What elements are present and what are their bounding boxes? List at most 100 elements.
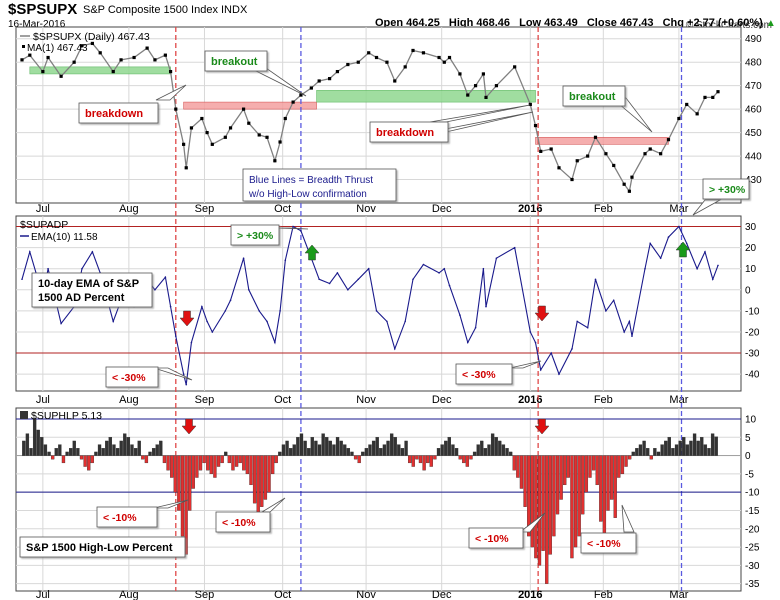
ema-legend-label: EMA(10) 11.58	[31, 232, 98, 243]
hl-bar-123	[465, 455, 470, 467]
ema-note-callout-box	[31, 272, 153, 308]
hl-bar-187	[696, 440, 700, 456]
hl-bar-158	[591, 455, 596, 471]
hl-bar-190	[707, 448, 711, 456]
minus30b-callout-box	[455, 363, 513, 385]
plus30a-callout-box	[230, 224, 280, 246]
hl-bar-130	[490, 433, 495, 456]
hl-bar-4	[36, 429, 40, 456]
price-point-14	[163, 53, 167, 57]
ema-point-33	[300, 229, 302, 232]
high-value: High 468.46	[448, 17, 511, 29]
chart-date: 16-Mar-2016	[8, 19, 66, 30]
x-label-2-2: Sep	[195, 589, 215, 600]
hl-bar-155	[581, 455, 585, 515]
hl-bar-62	[245, 455, 250, 475]
ema-point-27	[258, 310, 261, 312]
hl-bar-82	[317, 444, 322, 456]
breadth-y-tick-1: -30	[745, 349, 760, 360]
ema-point-41	[375, 310, 378, 312]
hl-bar-42	[173, 455, 177, 493]
hl-bar-34	[144, 455, 149, 464]
price-point-26	[247, 121, 251, 125]
hl-bar-106	[404, 440, 408, 456]
hl-bar-18	[87, 455, 91, 471]
breadth-y-tick-7: 30	[745, 222, 757, 233]
hl-bar-102	[389, 433, 394, 456]
hl-bar-36	[151, 448, 156, 456]
ema-point-25	[242, 257, 245, 259]
hl-bar-50	[202, 455, 206, 464]
hl-bar-181	[674, 444, 679, 456]
price-point-30	[278, 140, 282, 144]
ema-point-68	[623, 331, 625, 333]
hl-bar-78	[303, 440, 307, 456]
hl-y-tick-0: -35	[745, 579, 760, 590]
hl-bar-186	[692, 433, 697, 456]
hl-bar-72	[281, 444, 286, 456]
price-point-70	[630, 175, 634, 179]
ema-point-61	[558, 373, 560, 375]
hl-bar-97	[371, 440, 376, 456]
ema-point-46	[422, 263, 425, 266]
ema-point-36	[328, 282, 331, 285]
x-label-1-5: Dec	[432, 394, 452, 406]
ema-point-50	[459, 314, 461, 316]
hl-bar-33	[141, 455, 145, 460]
price-point-33	[299, 93, 303, 97]
hl-bar-23	[105, 440, 109, 456]
price-point-50	[458, 72, 462, 76]
x-label-1-8: Mar	[669, 394, 688, 406]
price-point-20	[200, 116, 204, 121]
hl-bar-105	[400, 448, 405, 456]
price-point-9	[111, 69, 115, 74]
hl-legend-label: $SUPHLP 5.13	[31, 410, 102, 422]
up-arrow-breadth-1	[304, 244, 320, 261]
price-point-77	[695, 112, 699, 116]
x-label-1-1: Aug	[119, 394, 139, 406]
hl-bar-183	[682, 437, 686, 456]
hl-bar-44	[180, 455, 185, 537]
hl-bar-145	[545, 455, 549, 584]
hl-y-tick-8: 5	[745, 433, 751, 444]
hl-bar-9	[54, 448, 58, 456]
breadth-y-tick-3: -10	[745, 306, 760, 317]
hl-bar-119	[451, 444, 455, 456]
hl-bar-84	[325, 437, 329, 456]
ema-point-38	[347, 288, 349, 291]
hl-bar-30	[130, 444, 134, 456]
ema-point-28	[266, 320, 268, 323]
hl-bar-172	[642, 440, 646, 456]
hl-bar-152	[570, 455, 574, 559]
ema-point-20	[201, 305, 203, 308]
hl-bar-148	[555, 455, 560, 515]
price-point-13	[153, 58, 157, 62]
hl-bar-20	[94, 451, 98, 456]
hl-bar-104	[397, 444, 401, 456]
ema-point-72	[649, 242, 652, 245]
breakdown2-callout-box	[369, 121, 449, 143]
hl-bar-100	[382, 444, 387, 456]
hl-bar-125	[472, 451, 477, 456]
hl-bar-167	[624, 455, 628, 467]
minus10b-callout-text-0: < -10%	[222, 517, 256, 529]
minus30b-callout-text-0: < -30%	[462, 369, 496, 381]
hl-y-tick-7: 0	[745, 451, 751, 462]
price-y-tick-1: 440	[745, 152, 762, 163]
price-point-64	[586, 154, 590, 158]
price-y-tick-5: 480	[745, 58, 762, 69]
hl-bar-52	[209, 455, 213, 475]
hl-bar-54	[216, 455, 221, 467]
hl-bar-47	[191, 455, 195, 489]
ema-point-0	[21, 278, 23, 281]
hl-bar-138	[519, 455, 524, 489]
hl-bar-83	[321, 433, 325, 456]
ema-point-69	[628, 320, 631, 323]
support-zone-2	[316, 90, 536, 103]
ema-point-17	[182, 373, 185, 375]
breakdown1-callout-text-0: breakdown	[85, 108, 143, 120]
hl-bar-2	[29, 448, 33, 456]
ema-point-35	[318, 278, 320, 281]
price-point-38	[346, 62, 350, 67]
